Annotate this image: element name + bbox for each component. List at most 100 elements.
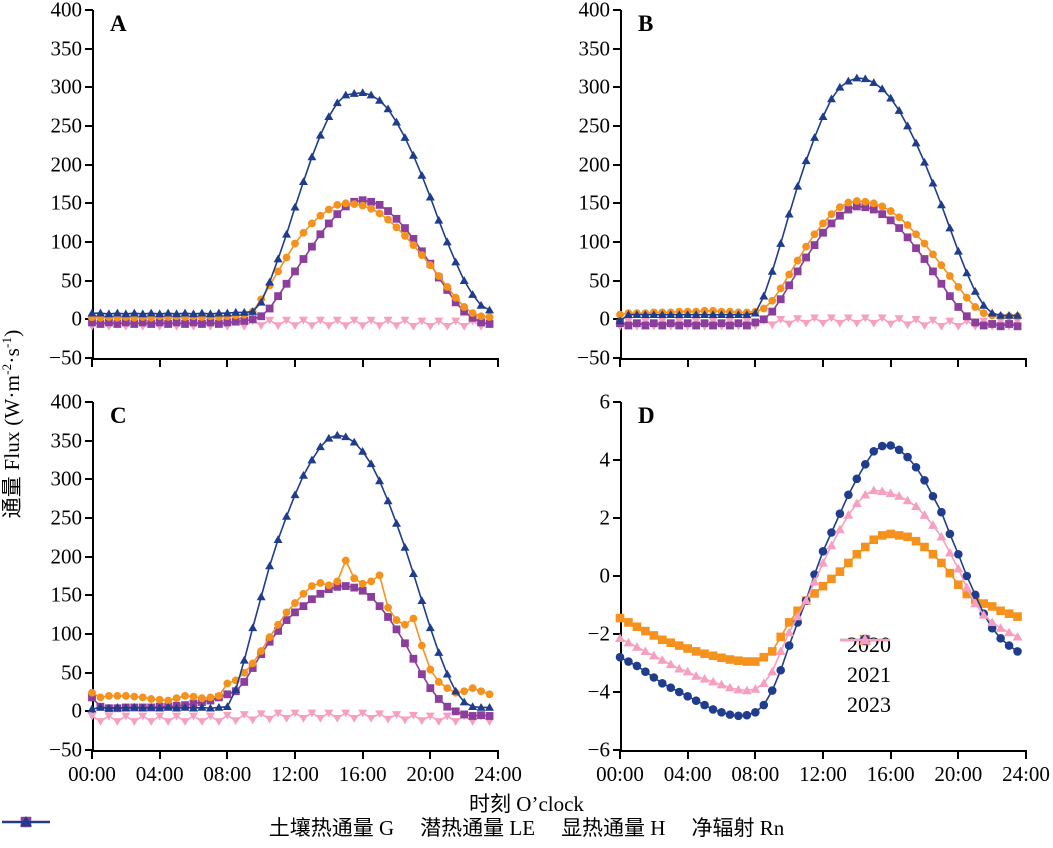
y-tick [613,749,621,751]
y-tick [85,241,93,243]
y-tick [613,517,621,519]
y-tick [85,401,93,403]
x-tick [889,750,892,759]
x-tick-label: 12:00 [271,762,319,786]
x-tick [158,358,161,367]
y-tick [85,671,93,674]
y-tick-label: 350 [50,36,83,61]
y-tick-label: 200 [50,544,83,569]
legend-item-H: 显热通量 H [2,812,665,842]
x-tick [822,750,824,759]
y-axis-line [92,10,94,358]
x-tick [822,358,824,367]
panel-d: 6 4 2 0 −2 −4 −6 00:00 04:00 08:00 12:00 16:00 20:00… [588,391,1050,785]
y-tick-label: 50 [61,660,82,685]
y-tick [85,633,93,635]
x-tick [361,358,364,367]
y-tick-label: 6 [599,389,611,414]
x-tick [158,750,161,759]
x-tick [889,358,892,367]
y-tick-label: 250 [578,113,611,138]
series-2020 [615,529,1022,666]
legend-label: 土壤热通量 G [268,816,395,840]
y-tick [85,517,93,519]
plot-area [87,430,495,726]
x-tick [686,358,689,367]
y-tick [85,749,93,751]
y-tick-label: 350 [50,428,83,453]
y-tick-label: 100 [50,229,83,254]
x-tick [226,750,229,759]
y-tick-label: −50 [49,737,82,762]
y-tick [613,125,621,127]
x-tick-label: 00:00 [596,762,644,786]
y-tick [613,241,621,243]
x-tick [497,358,499,367]
series-Rn [615,73,1023,325]
panel-label: D [638,403,655,428]
series-Rn [87,88,495,318]
x-tick [429,358,432,367]
y-tick [85,439,93,442]
y-tick-label: 100 [50,621,83,646]
legend-item-G: 土壤热通量 G [2,812,395,842]
legend-item-LE: 潜热通量 LE [2,812,536,842]
y-tick-label: 300 [50,466,83,491]
series-H [616,202,1022,331]
series-Rn [87,430,495,713]
x-tick [619,750,621,759]
y-tick-label: 4 [599,447,611,472]
y-tick-label: 400 [578,0,611,22]
series-G [87,709,495,726]
y-tick-label: 0 [71,306,83,331]
y-tick [85,47,93,50]
series-legend: 土壤热通量 G 潜热通量 LE 显热通量 H 净辐射 Rn [0,812,1053,842]
x-tick [754,358,757,367]
y-tick [613,691,621,693]
x-tick [226,358,229,367]
x-tick-label: 08:00 [731,762,780,786]
x-tick [91,358,93,367]
y-tick [85,9,93,11]
y-tick-label: 250 [50,505,83,530]
y-tick-label: 100 [578,229,611,254]
y-tick-label: 150 [50,190,83,215]
y-tick-label: 350 [578,36,611,61]
y-tick [85,125,93,127]
y-tick [613,459,621,461]
y-tick-label: 200 [50,152,83,177]
x-tick [429,750,432,759]
x-tick [619,358,621,367]
y-tick-label: 0 [599,306,611,331]
year-legend: 202020212023 [838,630,891,720]
triangle-up-marker [840,634,890,645]
y-tick-label: 0 [599,563,611,588]
y-tick [613,86,621,89]
y-tick-label: 0 [71,698,83,723]
y-tick [85,478,93,481]
panel-c: 400 350 300 250 200 150 100 50 0 −50 00:00 04:00 08:… [49,391,522,785]
panel-label: A [110,11,127,36]
y-tick [613,357,621,359]
x-tick-label: 16:00 [866,762,915,786]
legend-label: 潜热通量 LE [420,816,536,840]
x-tick-label: 08:00 [203,762,252,786]
y-tick-label: 50 [589,268,610,293]
panel-a: 400 350 300 250 200 150 100 50 0 −50 A [49,0,499,368]
x-axis-title: 时刻 O’clock [469,792,584,816]
y-tick-label: 200 [578,152,611,177]
y-tick-label: 150 [578,190,611,215]
year-legend-label: 2021 [847,662,891,687]
y-tick [613,202,621,205]
y-tick-label: −2 [587,621,610,646]
x-tick [294,750,296,759]
series-H [88,196,494,328]
y-tick [613,633,621,635]
y-tick-label: −50 [49,345,82,370]
x-tick [294,358,296,367]
triangle-up-marker [2,816,50,827]
y-tick [85,163,93,166]
x-tick-label: 20:00 [934,762,983,786]
y-axis-line [620,10,622,358]
x-tick-label: 12:00 [799,762,847,786]
